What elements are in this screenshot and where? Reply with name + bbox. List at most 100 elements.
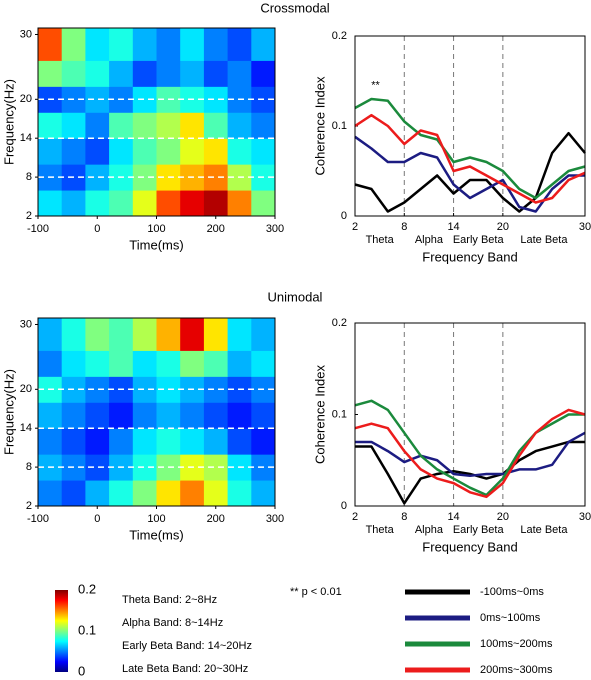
heat-cell	[251, 428, 276, 455]
heat-cell	[203, 402, 229, 429]
heat-cell	[61, 480, 86, 507]
heat-cell	[227, 428, 252, 455]
band-label: Late Beta	[520, 524, 568, 536]
heat-cell	[38, 28, 63, 61]
band-note: Early Beta Band: 14~20Hz	[122, 640, 252, 652]
heat-cell	[38, 190, 63, 217]
x-axis-label: Frequency Band	[422, 539, 517, 554]
x-tick-label: -100	[27, 223, 49, 235]
heat-cell	[156, 138, 181, 165]
legend-label: 100ms~200ms	[480, 638, 553, 650]
x-tick-label: 100	[147, 513, 165, 525]
heat-cell	[38, 350, 63, 377]
x-tick-label: 2	[352, 511, 358, 523]
heat-cell	[227, 138, 252, 165]
heat-cell	[156, 318, 181, 351]
colorbar	[55, 590, 68, 672]
y-tick-label: 0.2	[332, 317, 347, 329]
heat-cell	[203, 318, 229, 351]
heat-cell	[203, 376, 229, 403]
heat-cell	[203, 350, 229, 377]
heat-cell	[156, 350, 181, 377]
x-tick-label: 200	[207, 223, 225, 235]
heat-cell	[132, 28, 157, 61]
band-note: Theta Band: 2~8Hz	[122, 594, 217, 606]
heat-cell	[180, 112, 205, 139]
heat-cell	[132, 112, 157, 139]
heat-cell	[180, 402, 205, 429]
heat-cell	[180, 138, 205, 165]
heat-cell	[251, 60, 276, 87]
heat-cell	[132, 350, 157, 377]
y-axis-label: Frequency(Hz)	[1, 79, 16, 165]
heat-cell	[38, 480, 63, 507]
y-axis-label: Coherence Index	[312, 364, 327, 464]
band-label: Early Beta	[453, 234, 505, 246]
colorbar-label: 0.2	[78, 581, 96, 596]
x-tick-label: 20	[497, 221, 509, 233]
plot-frame	[354, 35, 586, 217]
band-label: Early Beta	[453, 524, 505, 536]
heat-cell	[227, 60, 252, 87]
heat-cell	[203, 112, 229, 139]
heat-cell	[61, 112, 86, 139]
x-tick-label: 8	[401, 511, 407, 523]
heat-cell	[38, 138, 63, 165]
heat-cell	[132, 318, 157, 351]
heat-cell	[180, 318, 205, 351]
heat-cell	[61, 60, 86, 87]
heat-cell	[61, 402, 86, 429]
band-label: Theta	[366, 234, 395, 246]
y-tick-label: 0.2	[332, 30, 347, 42]
heat-cell	[251, 138, 276, 165]
row-title: Unimodal	[268, 289, 323, 304]
heat-cell	[203, 60, 229, 87]
plot-frame	[37, 27, 276, 217]
y-tick-label: 14	[20, 422, 32, 434]
heat-cell	[38, 112, 63, 139]
heat-cell	[61, 28, 86, 61]
x-tick-label: 300	[266, 513, 284, 525]
series-line	[354, 113, 586, 204]
series-line	[355, 431, 586, 478]
y-tick-label: 2	[26, 210, 32, 222]
heat-cell	[109, 190, 134, 217]
heat-cell	[203, 28, 229, 61]
heat-cell	[251, 28, 276, 61]
heat-cell	[227, 480, 252, 507]
x-axis-label: Frequency Band	[422, 249, 517, 264]
y-tick-label: 20	[20, 93, 32, 105]
heat-cell	[180, 350, 205, 377]
x-axis-label: Time(ms)	[129, 237, 183, 252]
x-tick-label: 8	[401, 221, 407, 233]
legend-label: -100ms~0ms	[480, 586, 544, 598]
y-tick-label: 8	[26, 171, 32, 183]
heat-cell	[203, 190, 229, 217]
heat-cell	[85, 318, 110, 351]
heat-cell	[156, 480, 181, 507]
heat-cell	[61, 350, 86, 377]
x-tick-label: 100	[147, 223, 165, 235]
heat-cell	[85, 480, 110, 507]
heat-cell	[109, 28, 134, 61]
heat-cell	[61, 318, 86, 351]
series-line	[354, 131, 586, 213]
x-tick-label: 30	[579, 221, 591, 233]
heat-cell	[156, 402, 181, 429]
heat-cell	[109, 138, 134, 165]
heat-cell	[109, 112, 134, 139]
legend-label: 0ms~100ms	[480, 612, 541, 624]
x-tick-label: 300	[266, 223, 284, 235]
heat-cell	[203, 86, 229, 113]
band-label: Theta	[366, 524, 395, 536]
band-label: Late Beta	[520, 234, 568, 246]
heat-cell	[203, 480, 229, 507]
heat-cell	[132, 190, 157, 217]
heat-cell	[109, 480, 134, 507]
heat-cell	[85, 112, 110, 139]
heat-cell	[61, 138, 86, 165]
x-tick-label: 2	[352, 221, 358, 233]
colorbar-label: 0	[78, 663, 85, 678]
heat-cell	[109, 60, 134, 87]
series-line	[354, 399, 585, 497]
